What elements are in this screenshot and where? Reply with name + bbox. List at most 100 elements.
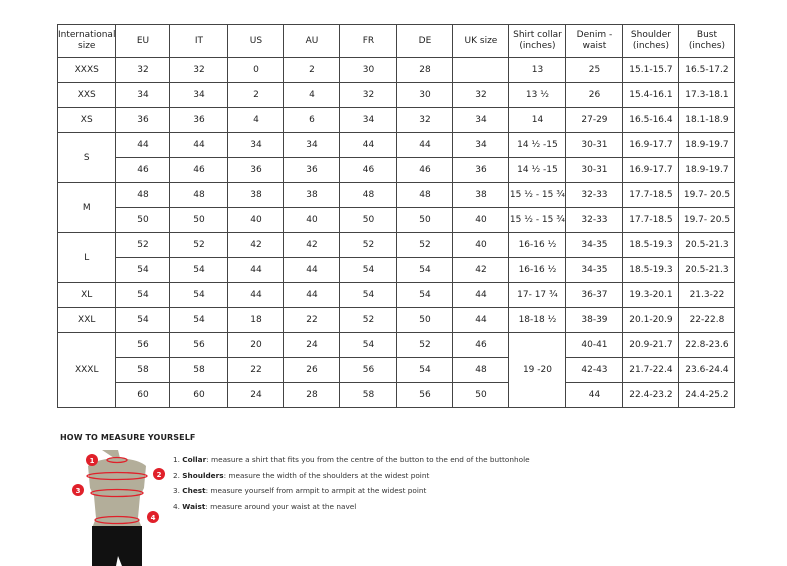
table-cell: 16.9-17.7: [622, 132, 680, 158]
table-cell: 42-43: [565, 357, 624, 383]
table-cell: 54: [339, 282, 398, 308]
table-cell: 14: [508, 107, 567, 133]
table-cell: 58: [115, 357, 171, 383]
table-cell: 56: [169, 332, 229, 358]
table-cell: 18.5-19.3: [622, 257, 680, 283]
table-cell: 13 ½: [508, 82, 567, 108]
table-cell: 16.9-17.7: [622, 157, 680, 183]
table-cell: 32: [452, 82, 510, 108]
table-cell: 22: [227, 357, 285, 383]
table-cell: 34: [339, 107, 398, 133]
table-cell: 46: [115, 157, 171, 183]
table-cell: 60: [169, 382, 229, 408]
table-cell: 32: [396, 107, 454, 133]
table-cell: 22.8-23.6: [678, 332, 736, 358]
table-cell: 6: [283, 107, 341, 133]
size-cell: S: [56, 132, 117, 183]
table-cell: 54: [169, 282, 229, 308]
table-cell: 54: [169, 307, 229, 333]
table-cell: 26: [283, 357, 341, 383]
table-cell: 18.5-19.3: [622, 232, 680, 258]
table-cell: 36: [283, 157, 341, 183]
table-cell: 18.1-18.9: [678, 107, 736, 133]
table-cell: 18.9-19.7: [678, 157, 736, 183]
table-cell: 25: [565, 57, 624, 83]
table-row: L 52 52 42 42 52 52 40 16-16 ½ 34-35 18.5-19.3 20.5…: [56, 232, 736, 283]
table-row: XXL 54 54 18 22 52 50 44 18-18 ½ 38-39 20.1-20.9 22…: [56, 307, 736, 333]
table-cell: 56: [396, 382, 454, 408]
table-cell: 54: [396, 357, 454, 383]
size-cell: XXS: [56, 82, 117, 108]
column-header: Denim - waist: [565, 24, 624, 58]
marker-1-icon: [86, 454, 98, 466]
table-cell: 40: [227, 207, 285, 233]
step-waist: 4. Waist: measure around your waist at t…: [173, 501, 357, 511]
shorts-shape: [92, 526, 142, 566]
how-to-measure-title: HOW TO MEASURE YOURSELF: [60, 433, 196, 442]
table-cell: 52: [339, 307, 398, 333]
table-cell: 18: [227, 307, 285, 333]
column-header: EU: [115, 24, 171, 58]
table-cell: 16.5-16.4: [622, 107, 680, 133]
table-cell: 54: [115, 282, 171, 308]
table-cell: 14 ½ -15: [508, 132, 567, 158]
table-row: XXXS 32 32 0 2 30 28 13 25 15.1-15.7 16.5-17.2: [56, 57, 736, 83]
table-cell: 42: [227, 232, 285, 258]
table-cell: 50: [339, 207, 398, 233]
measure-steps: 1. Collar: measure a shirt that fits you…: [173, 452, 530, 514]
table-cell: 48: [115, 182, 171, 208]
table-row: XXS 34 34 2 4 32 30 32 13 ½ 26 15.4-16.1 17.3-18.1: [56, 82, 736, 108]
table-cell: 48: [169, 182, 229, 208]
table-cell: 24: [227, 382, 285, 408]
table-cell: 16-16 ½: [508, 257, 567, 283]
table-cell: 52: [115, 232, 171, 258]
table-cell: 52: [396, 332, 454, 358]
table-cell: 40: [452, 207, 510, 233]
table-cell: 20.5-21.3: [678, 257, 736, 283]
table-row: XL 54 54 44 44 54 54 44 17- 17 ¾ 36-37 19.3-20.1 21…: [56, 282, 736, 308]
table-cell: 34-35: [565, 257, 624, 283]
table-cell: 15.4-16.1: [622, 82, 680, 108]
table-cell: 56: [339, 357, 398, 383]
table-cell: 52: [169, 232, 229, 258]
table-cell: 44: [339, 132, 398, 158]
marker-3-icon: [72, 484, 84, 496]
table-cell: 44: [227, 282, 285, 308]
table-cell: 22: [283, 307, 341, 333]
table-row: 54 54 44 44 54 54 42 16-16 ½ 34-35 18.5-19.3 20.5-…: [58, 257, 736, 283]
table-cell: 46: [339, 157, 398, 183]
header-row: International size EU IT US AU FR DE UK size Shi…: [56, 24, 736, 58]
table-cell: 28: [283, 382, 341, 408]
table-cell: 19.3-20.1: [622, 282, 680, 308]
table-cell: 15 ½ - 15 ¾: [508, 182, 567, 208]
table-row: 58 58 22 26 56 54 48 42-43 21.7-22.4 23.6-24.4: [58, 357, 736, 383]
table-cell: 38-39: [565, 307, 624, 333]
step-collar: 1. Collar: measure a shirt that fits you…: [173, 455, 530, 464]
column-header: International size: [56, 24, 117, 58]
size-cell: XS: [56, 107, 117, 133]
step-shoulders: 2. Shoulders: measure the width of the s…: [173, 470, 430, 480]
table-cell: 4: [227, 107, 285, 133]
table-cell: 27-29: [565, 107, 624, 133]
table-cell: 34: [169, 82, 229, 108]
table-cell: 30: [396, 82, 454, 108]
svg-text:3: 3: [76, 487, 81, 495]
table-cell: 19 -20: [508, 332, 567, 408]
table-row: XS 36 36 4 6 34 32 34 14 27-29 16.5-16.4 18.1-18.9: [56, 107, 736, 133]
table-cell: 40-41: [565, 332, 624, 358]
table-cell: 46: [452, 332, 510, 358]
table-row: 60 60 24 28 58 56 50 44 22.4-23.2 24.4-25.2: [58, 382, 736, 408]
column-header: IT: [169, 24, 229, 58]
table-cell: 54: [115, 257, 171, 283]
column-header: AU: [283, 24, 341, 58]
table-cell: 24.4-25.2: [678, 382, 736, 408]
column-header: US: [227, 24, 285, 58]
table-cell: 42: [283, 232, 341, 258]
table-cell: 2: [283, 57, 341, 83]
table-cell: 16-16 ½: [508, 232, 567, 258]
table-cell: 34: [452, 132, 510, 158]
table-cell: [452, 57, 510, 83]
table-cell: 50: [396, 307, 454, 333]
table-cell: 50: [115, 207, 171, 233]
table-cell: 46: [169, 157, 229, 183]
